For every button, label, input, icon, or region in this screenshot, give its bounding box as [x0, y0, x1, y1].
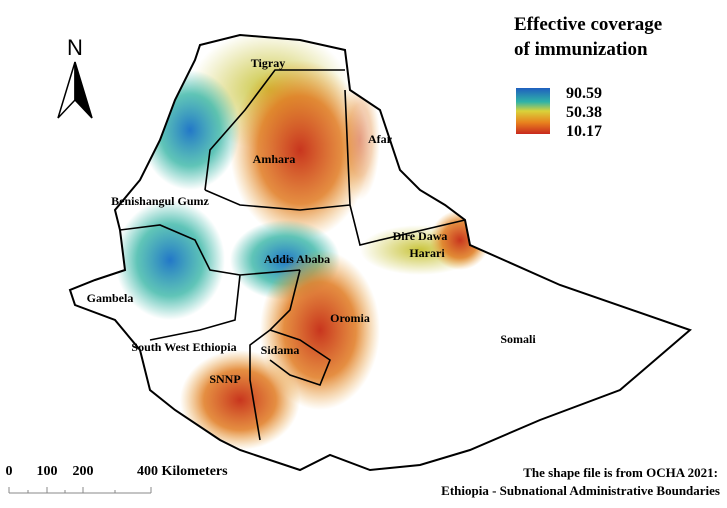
region-label: Benishangul Gumz — [111, 194, 209, 208]
scale-bar: 0 100 200 400 Kilometers — [6, 464, 228, 494]
region-label: South West Ethiopia — [131, 340, 236, 354]
legend-mid: 50.38 — [566, 104, 602, 121]
legend: Effective coverage of immunization 90.59… — [514, 14, 662, 140]
source-note: The shape file is from OCHA 2021: — [523, 465, 718, 480]
legend-title: Effective coverage — [514, 14, 662, 35]
region-label: Afar — [368, 132, 393, 146]
region-label: Amhara — [253, 152, 296, 166]
north-label: N — [67, 35, 83, 60]
legend-title: of immunization — [514, 39, 648, 60]
region-labels: Tigray Afar Amhara Benishangul Gumz Dire… — [87, 56, 537, 386]
scale-label: 0 — [6, 464, 13, 479]
scale-label: 100 — [37, 464, 58, 479]
region-label: Harari — [409, 246, 445, 260]
scale-label: 200 — [73, 464, 94, 479]
legend-max: 90.59 — [566, 85, 602, 102]
source-note: Ethiopia - Subnational Administrative Bo… — [441, 483, 720, 498]
region-label: Dire Dawa — [393, 229, 448, 243]
region-label: Addis Ababa — [264, 252, 330, 266]
north-arrow: N — [57, 35, 93, 119]
legend-colorbar — [516, 88, 550, 134]
region-label: Oromia — [330, 311, 370, 325]
scale-label: 400 Kilometers — [137, 464, 228, 479]
region-boundaries — [119, 69, 466, 441]
region-label: Gambela — [87, 291, 134, 305]
region-label: Tigray — [251, 56, 285, 70]
region-label: Sidama — [261, 343, 300, 357]
region-label: SNNP — [209, 372, 240, 386]
region-label: Somali — [500, 332, 536, 346]
legend-min: 10.17 — [566, 123, 602, 140]
